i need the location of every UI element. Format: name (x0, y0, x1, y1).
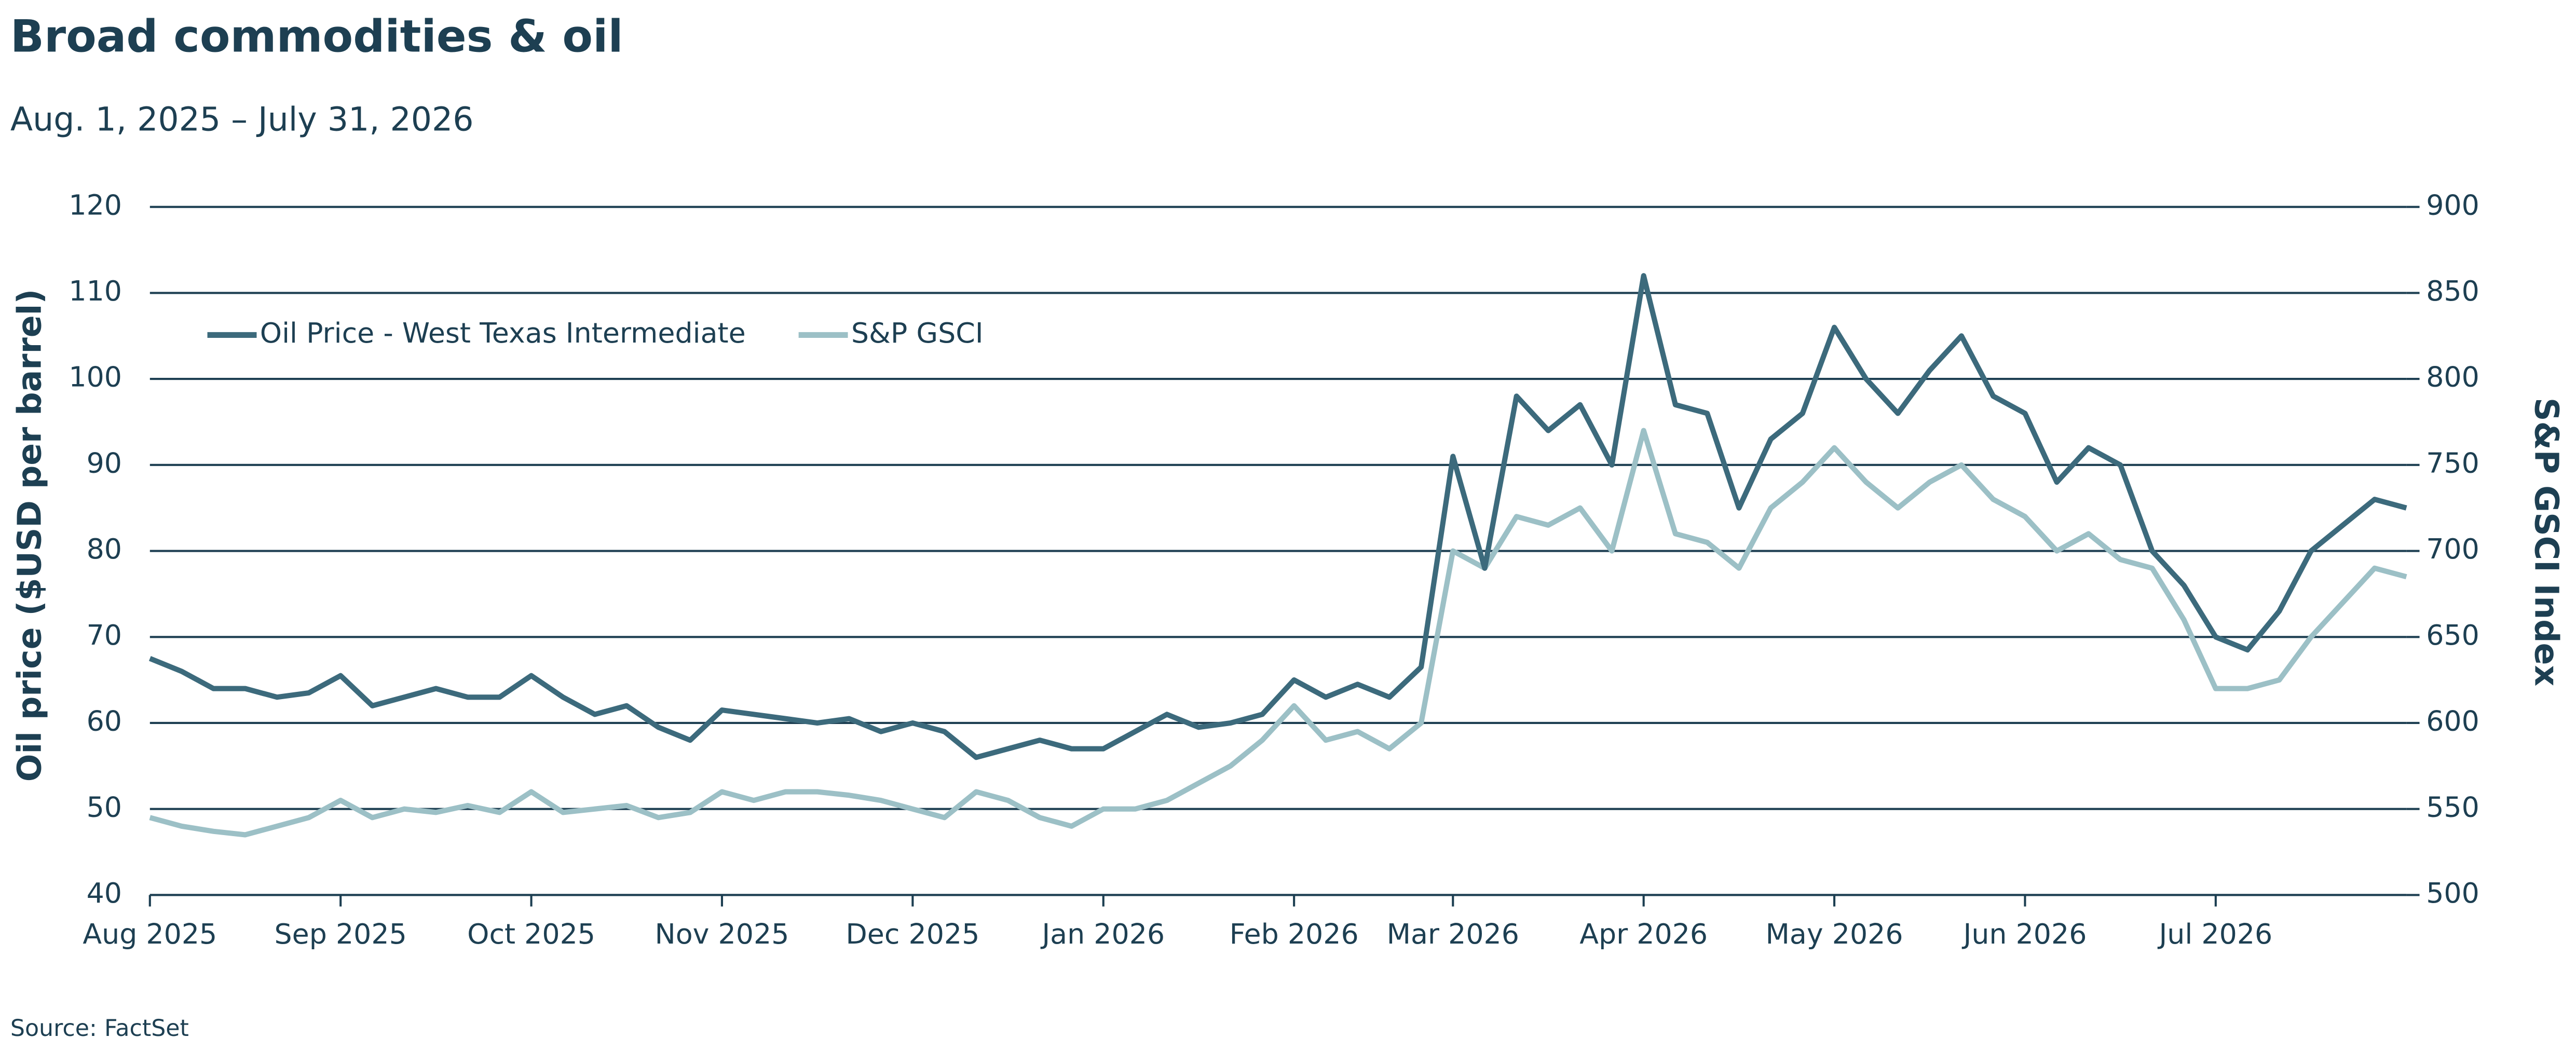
source: Source: FactSet (10, 1015, 189, 1042)
y2-tick-label: 800 (2426, 361, 2479, 393)
y-tick-label: 60 (87, 705, 122, 738)
x-tick-label: Jan 2026 (1040, 918, 1165, 950)
y-tick-label: 80 (87, 533, 122, 565)
series-line (149, 428, 2407, 838)
x-tick-label: Jun 2026 (1961, 918, 2087, 950)
x-tick-label: Jul 2026 (2157, 918, 2272, 950)
x-tick-label: Mar 2026 (1387, 918, 1519, 950)
x-tick-label: Nov 2025 (655, 918, 789, 950)
y-tick-label: 120 (69, 188, 122, 221)
x-tick-label: Dec 2025 (846, 918, 979, 950)
y-tick-label: 70 (87, 619, 122, 651)
legend-label: Oil Price - West Texas Intermediate (260, 317, 746, 349)
x-tick-label: Feb 2026 (1230, 918, 1359, 950)
chart-subtitle: Aug. 1, 2025 – July 31, 2026 (10, 100, 474, 139)
y-axis-label: Oil price ($USD per barrel) (10, 289, 49, 782)
y-tick-label: 50 (87, 790, 122, 823)
x-tick-label: Aug 2025 (83, 918, 217, 950)
y-tick-label: 90 (87, 446, 122, 479)
legend-label: S&P GSCI (851, 317, 984, 349)
x-tick-label: Oct 2025 (467, 918, 595, 950)
y-tick-label: 110 (69, 275, 122, 307)
x-tick-label: May 2026 (1766, 918, 1903, 950)
y-tick-label: 40 (87, 877, 122, 909)
series-line (148, 273, 2407, 760)
y2-tick-label: 750 (2426, 446, 2479, 479)
y2-tick-label: 550 (2426, 790, 2479, 823)
y2-tick-label: 700 (2426, 533, 2479, 565)
x-tick-label: Sep 2025 (275, 918, 407, 950)
y2-tick-label: 900 (2426, 188, 2479, 221)
chart-title: Broad commodities & oil (10, 11, 623, 62)
y2-tick-label: 500 (2426, 877, 2479, 909)
y2-tick-label: 600 (2426, 705, 2479, 738)
y2-tick-label: 650 (2426, 619, 2479, 651)
y2-axis-label: S&P GSCI Index (2527, 398, 2566, 686)
y2-tick-label: 850 (2426, 275, 2479, 307)
x-tick-label: Apr 2026 (1579, 918, 1708, 950)
y-tick-label: 100 (69, 361, 122, 393)
